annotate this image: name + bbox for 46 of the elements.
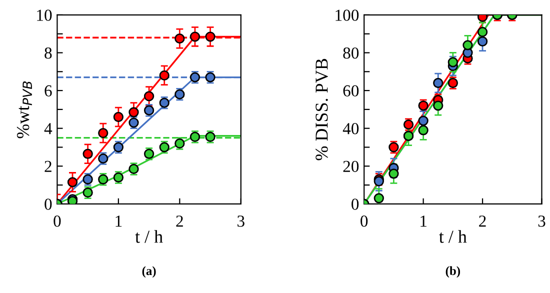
point	[82, 148, 93, 159]
x-tick-label: 3	[538, 216, 546, 227]
point	[433, 100, 444, 111]
y-tick-label: 0	[44, 198, 52, 210]
point	[128, 107, 139, 118]
point	[477, 36, 488, 46]
text: (a)	[142, 266, 156, 278]
y-tick-label: 20	[343, 160, 359, 172]
y-tick-label: 100	[336, 10, 359, 21]
text: (b)	[446, 266, 460, 278]
y-tick-label: 4	[44, 123, 52, 134]
y-tick-label: 6	[44, 85, 52, 96]
y-axis-title: % DISS. PVB	[316, 58, 328, 160]
x-tick-label: 2	[479, 216, 486, 227]
x-tick-label: 0	[54, 216, 61, 227]
point	[418, 125, 428, 136]
point	[159, 70, 170, 81]
x-axis-title: t / h	[439, 230, 467, 243]
point	[448, 57, 458, 68]
point	[477, 26, 488, 38]
point	[205, 32, 216, 42]
y-tick-label: 10	[37, 10, 52, 21]
x-tick-label: 2	[176, 216, 183, 227]
y-tick-label: 8	[44, 47, 52, 59]
point	[67, 177, 78, 188]
point	[388, 168, 399, 179]
x-tick-label: 0	[360, 216, 368, 227]
x-tick-label: 3	[238, 216, 244, 227]
x-tick-label: 1	[420, 216, 426, 227]
point	[174, 33, 185, 44]
point	[113, 112, 124, 122]
x-axis-title: t / h	[135, 230, 163, 243]
y-tick-label: 60	[343, 85, 359, 96]
point	[462, 40, 473, 50]
point	[433, 78, 444, 88]
y-tick-label: 80	[343, 47, 359, 59]
point	[190, 32, 200, 42]
y-tick-label: 40	[342, 123, 359, 134]
x-tick-label: 1	[116, 216, 122, 227]
y-tick-label: 2	[44, 160, 52, 172]
point	[98, 128, 108, 138]
y-tick-label: 0	[352, 198, 359, 210]
point	[418, 116, 428, 126]
point	[144, 91, 154, 102]
y-axis-title: %wt$_{PVB}$	[16, 81, 32, 138]
point	[374, 193, 384, 204]
